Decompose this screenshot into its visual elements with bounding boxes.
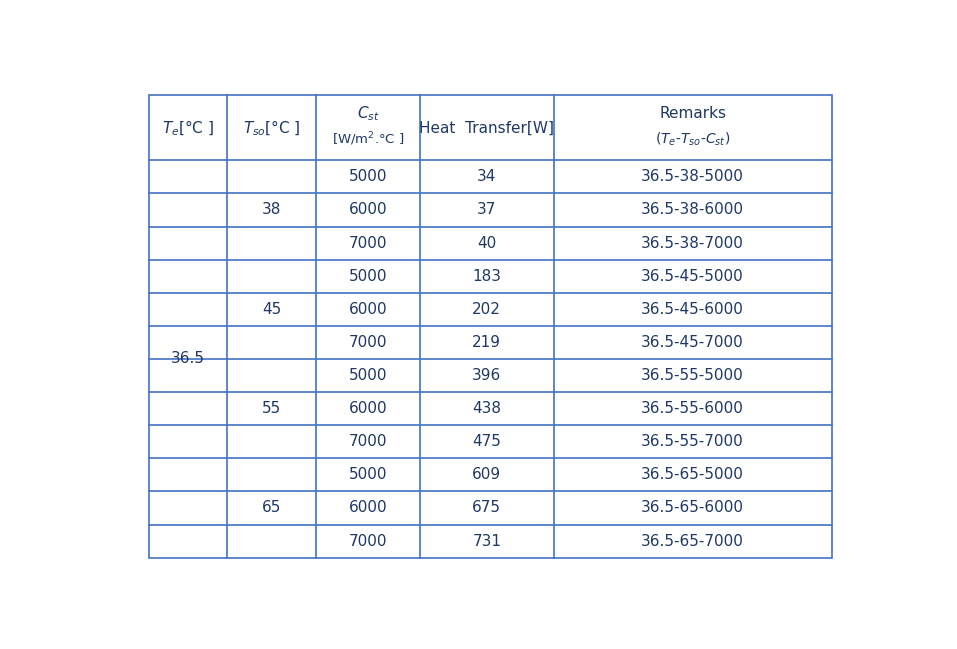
Text: 34: 34 <box>478 169 497 184</box>
Text: 36.5-45-6000: 36.5-45-6000 <box>641 302 744 317</box>
Text: 675: 675 <box>472 500 501 515</box>
Text: 219: 219 <box>472 335 501 350</box>
Text: 202: 202 <box>473 302 501 317</box>
Text: 36.5-55-5000: 36.5-55-5000 <box>641 368 744 383</box>
Text: 55: 55 <box>262 401 281 416</box>
Text: 45: 45 <box>262 302 281 317</box>
Text: 40: 40 <box>478 236 497 251</box>
Text: $T_{so}$[°C ]: $T_{so}$[°C ] <box>243 118 300 138</box>
Text: 36.5-38-5000: 36.5-38-5000 <box>641 169 744 184</box>
Text: ($T_e$-$T_{so}$-$C_{st}$): ($T_e$-$T_{so}$-$C_{st}$) <box>655 130 730 147</box>
Text: 7000: 7000 <box>349 236 388 251</box>
Text: 65: 65 <box>262 500 281 515</box>
Text: Heat  Transfer[W]: Heat Transfer[W] <box>419 120 554 136</box>
Text: 36.5-55-6000: 36.5-55-6000 <box>641 401 744 416</box>
Text: 609: 609 <box>472 467 501 482</box>
Text: 36.5-45-5000: 36.5-45-5000 <box>641 269 744 284</box>
Text: 6000: 6000 <box>348 401 388 416</box>
Text: 5000: 5000 <box>349 467 388 482</box>
Text: $T_e$[°C ]: $T_e$[°C ] <box>162 118 214 138</box>
Text: 36.5: 36.5 <box>171 352 205 367</box>
Text: 38: 38 <box>262 202 281 217</box>
Text: 36.5-38-7000: 36.5-38-7000 <box>641 236 744 251</box>
Text: 36.5-45-7000: 36.5-45-7000 <box>641 335 744 350</box>
Text: 396: 396 <box>472 368 501 383</box>
Text: 37: 37 <box>478 202 497 217</box>
Text: 438: 438 <box>472 401 501 416</box>
Text: 36.5-65-6000: 36.5-65-6000 <box>641 500 745 515</box>
Text: 183: 183 <box>472 269 501 284</box>
Text: 6000: 6000 <box>348 500 388 515</box>
Text: 5000: 5000 <box>349 269 388 284</box>
Text: 36.5-65-7000: 36.5-65-7000 <box>641 533 744 548</box>
Text: 7000: 7000 <box>349 434 388 449</box>
Text: 6000: 6000 <box>348 302 388 317</box>
Text: 6000: 6000 <box>348 202 388 217</box>
Text: 5000: 5000 <box>349 169 388 184</box>
Text: 36.5-55-7000: 36.5-55-7000 <box>641 434 744 449</box>
Text: 7000: 7000 <box>349 533 388 548</box>
Text: [W/m$^2$.°C ]: [W/m$^2$.°C ] <box>332 130 404 147</box>
Text: Remarks: Remarks <box>659 106 726 121</box>
Text: $C_{st}$: $C_{st}$ <box>357 104 379 123</box>
Text: 7000: 7000 <box>349 335 388 350</box>
Text: 475: 475 <box>473 434 501 449</box>
Text: 731: 731 <box>472 533 501 548</box>
Text: 5000: 5000 <box>349 368 388 383</box>
Text: 36.5-65-5000: 36.5-65-5000 <box>641 467 744 482</box>
Text: 36.5-38-6000: 36.5-38-6000 <box>641 202 745 217</box>
